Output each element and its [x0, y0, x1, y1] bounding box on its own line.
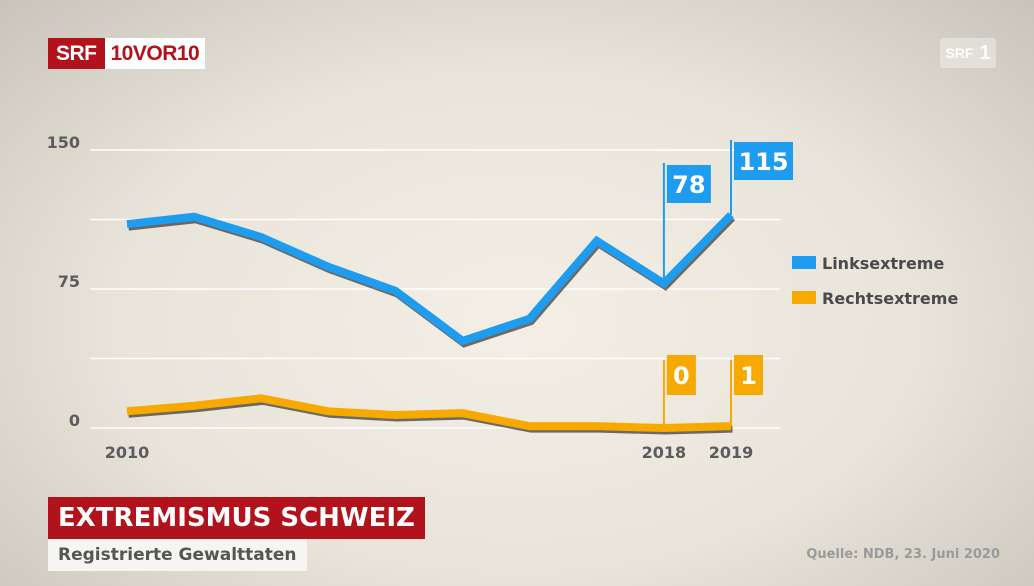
annotation-value: 115	[738, 148, 788, 176]
legend-swatch-linksextreme	[792, 256, 816, 269]
channel-bug-number: 1	[979, 41, 991, 64]
chart-title: EXTREMISMUS SCHWEIZ	[48, 497, 425, 539]
x-tick-label: 2019	[709, 443, 754, 462]
annotation-box	[734, 142, 793, 180]
x-tick-label: 2018	[642, 443, 687, 462]
y-tick-label: 0	[69, 411, 80, 430]
annotation-box	[666, 355, 696, 395]
series-line-linksextreme	[126, 212, 734, 346]
chart-subtitle: Registrierte Gewalttaten	[48, 539, 307, 571]
annotation-value: 1	[740, 362, 757, 390]
y-tick-label: 150	[47, 133, 80, 152]
annotation-box	[734, 355, 763, 395]
annotation-value: 0	[673, 362, 690, 390]
y-tick-label: 75	[58, 272, 80, 291]
series-line-rechtsextreme	[126, 394, 732, 433]
srf-logo-text: SRF	[48, 38, 105, 69]
x-tick-label: 2010	[105, 443, 150, 462]
annotation-value: 78	[672, 171, 705, 199]
legend-label: Rechtsextreme	[822, 289, 958, 308]
source-note: Quelle: NDB, 23. Juni 2020	[806, 547, 1000, 562]
channel-bug-text: SRF	[945, 45, 974, 61]
legend-swatch-rechtsextreme	[792, 291, 816, 304]
annotation-box	[666, 165, 711, 203]
show-logo-text: 10VOR10	[104, 38, 206, 69]
channel-bug: SRF 1	[940, 38, 996, 68]
show-logo: SRF 10VOR10	[48, 38, 206, 69]
series-line-shadow	[128, 215, 736, 348]
legend-label: Linksextreme	[822, 254, 944, 273]
